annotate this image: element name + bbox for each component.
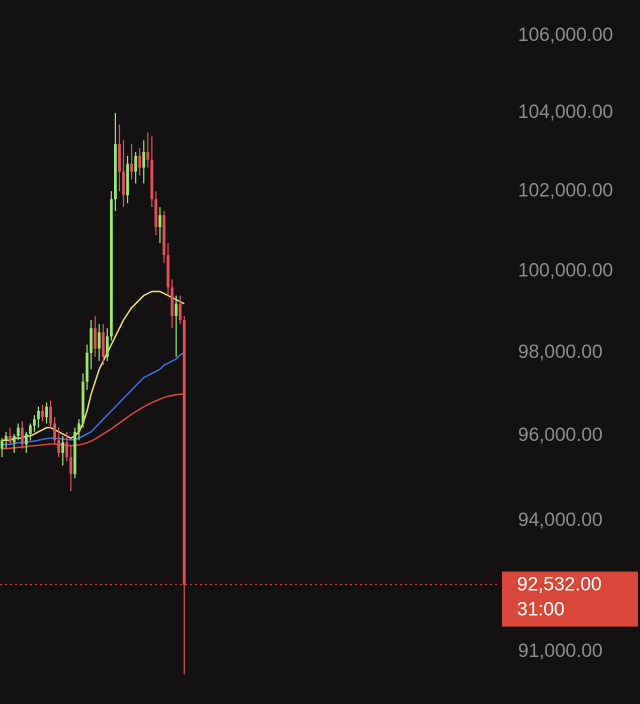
- candle-body: [158, 215, 162, 228]
- candle-body: [0, 440, 4, 449]
- candle-body: [166, 255, 170, 288]
- candle-body: [16, 427, 20, 437]
- candle-body: [150, 159, 154, 200]
- candle-body: [178, 303, 182, 320]
- candle-body: [182, 319, 186, 585]
- y-tick-label: 100,000.00: [518, 260, 613, 281]
- candle-body: [154, 199, 158, 228]
- last-price-label: 92,532.00: [517, 575, 602, 596]
- candle-body: [57, 440, 61, 453]
- candle-body: [134, 155, 138, 172]
- candle-body: [33, 419, 36, 426]
- candle-body: [69, 457, 73, 475]
- candle-body: [97, 332, 101, 349]
- candle-body: [101, 332, 105, 357]
- candle-body: [81, 381, 85, 424]
- candle-body: [41, 410, 44, 418]
- candle-body: [12, 436, 16, 443]
- candle-body: [45, 406, 48, 418]
- candle-body: [89, 328, 93, 353]
- candle-body: [146, 151, 150, 160]
- candle-body: [4, 436, 8, 441]
- candle-body: [118, 144, 121, 172]
- y-tick-label: 91,000.00: [518, 641, 603, 662]
- candle-body: [8, 436, 12, 443]
- candle-body: [109, 199, 113, 337]
- y-tick-label: 96,000.00: [518, 425, 603, 446]
- candle-body: [73, 431, 77, 475]
- candle-body: [85, 352, 89, 382]
- candle-body: [122, 171, 125, 196]
- candle-body: [65, 442, 69, 458]
- candle-body: [174, 303, 178, 316]
- candle-body: [130, 163, 133, 172]
- moving-average: [2, 393, 185, 450]
- candle-body: [24, 433, 28, 445]
- candle-body: [105, 336, 109, 357]
- candle-body: [93, 328, 97, 349]
- last-price-box: [502, 571, 638, 627]
- y-tick-label: 102,000.00: [518, 180, 613, 201]
- candle-body: [138, 155, 142, 168]
- candle-body: [28, 425, 32, 434]
- countdown-label: 31:00: [517, 600, 565, 621]
- moving-average: [2, 352, 185, 446]
- candle-body: [61, 442, 65, 453]
- moving-average: [2, 290, 185, 442]
- candle-body: [37, 410, 40, 420]
- candle-body: [53, 423, 57, 441]
- candle-body: [20, 427, 24, 445]
- candle-body: [49, 406, 52, 424]
- candle-body: [77, 423, 81, 432]
- candle-body: [126, 163, 129, 196]
- y-tick-label: 94,000.00: [518, 510, 603, 531]
- candle-body: [170, 287, 174, 316]
- y-tick-label: 104,000.00: [518, 102, 613, 123]
- candle-body: [142, 151, 146, 168]
- y-tick-label: 106,000.00: [518, 25, 613, 46]
- candle-body: [114, 144, 117, 200]
- candle-body: [162, 215, 166, 256]
- y-tick-label: 98,000.00: [518, 342, 603, 363]
